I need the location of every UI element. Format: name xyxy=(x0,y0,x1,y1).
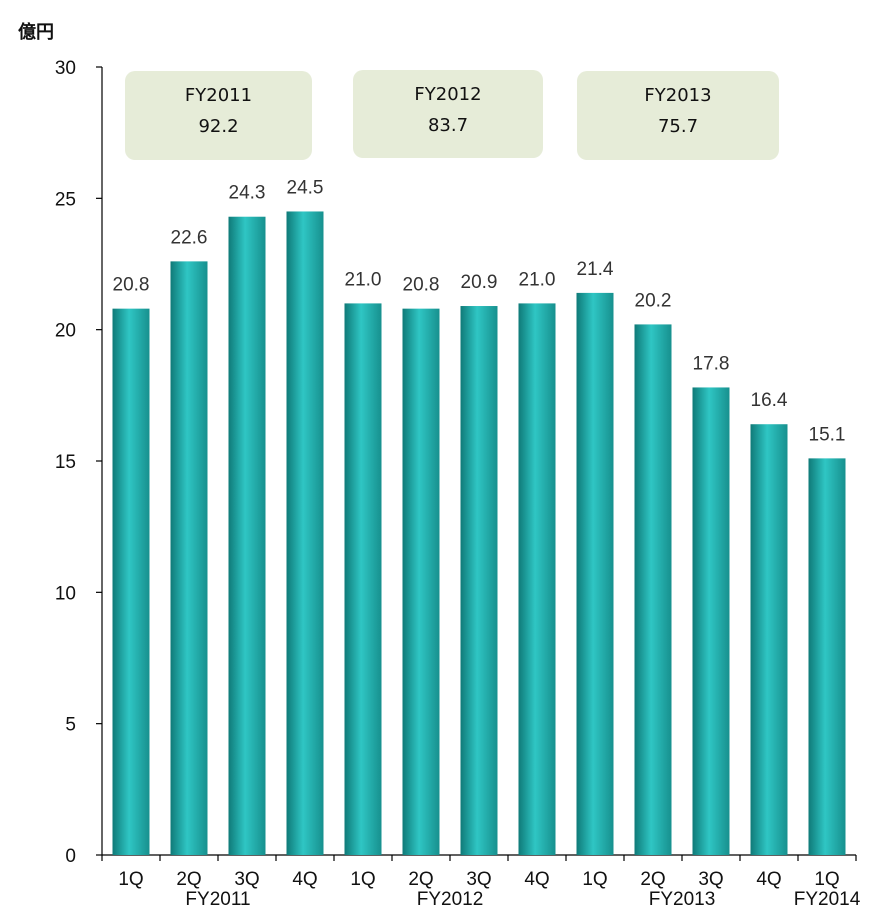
bar-value-label: 21.0 xyxy=(519,269,556,290)
x-category-label: 3Q xyxy=(698,869,723,890)
bar xyxy=(228,216,266,856)
x-category-label: 2Q xyxy=(176,869,201,890)
bar xyxy=(402,308,440,855)
y-tick-label: 10 xyxy=(55,583,76,604)
x-category-label: 4Q xyxy=(292,869,317,890)
x-category-label: 2Q xyxy=(408,869,433,890)
bar-value-label: 20.9 xyxy=(461,272,498,293)
annual-total-box-fy2011: FY2011 92.2 xyxy=(125,71,312,160)
bar-value-label: 24.5 xyxy=(287,177,324,198)
bar-value-label: 20.8 xyxy=(113,275,150,296)
bar xyxy=(576,292,614,856)
bar-value-label: 21.4 xyxy=(577,259,614,280)
bar-value-label: 21.0 xyxy=(345,269,382,290)
bar xyxy=(112,308,150,855)
x-category-label: 2Q xyxy=(640,869,665,890)
y-tick-label: 5 xyxy=(65,715,76,736)
annual-total-box-fy2013: FY2013 75.7 xyxy=(577,71,779,160)
annual-total-label: FY2011 xyxy=(184,85,253,106)
x-group-label: FY2013 xyxy=(649,889,716,910)
bar xyxy=(518,303,556,855)
annual-total-label: FY2012 xyxy=(414,84,482,105)
bar-value-label: 22.6 xyxy=(171,227,208,248)
bar xyxy=(692,387,730,855)
x-category-label: 1Q xyxy=(118,869,143,890)
bar xyxy=(286,211,324,855)
labels: 0 5 10 15 20 25 30 20.8 1Q 22.6 2Q 24.3 3Q 24.5 4Q 21.0… xyxy=(55,58,861,910)
annual-total-value: 83.7 xyxy=(427,115,469,136)
x-category-label: 3Q xyxy=(466,869,491,890)
bar xyxy=(634,324,672,855)
y-tick-label: 20 xyxy=(55,321,76,342)
y-axis-unit-label: 億円 xyxy=(18,22,54,43)
bar-value-label: 16.4 xyxy=(751,390,788,411)
y-tick-label: 25 xyxy=(55,189,76,210)
x-category-label: 1Q xyxy=(350,869,375,890)
bar-value-label: 15.1 xyxy=(809,424,846,445)
x-group-label: FY2012 xyxy=(417,889,484,910)
annual-total-value: 75.7 xyxy=(657,116,699,137)
x-category-label: 4Q xyxy=(524,869,549,890)
bar-value-label: 20.2 xyxy=(635,290,672,311)
x-group-label: FY2014 xyxy=(794,889,861,910)
x-category-label: 1Q xyxy=(814,869,839,890)
x-category-label: 4Q xyxy=(756,869,781,890)
y-tick-label: 30 xyxy=(55,58,76,79)
x-category-label: 1Q xyxy=(582,869,607,890)
bars xyxy=(112,211,846,856)
x-category-label: 3Q xyxy=(234,869,259,890)
bar-value-label: 20.8 xyxy=(403,275,440,296)
annual-total-value: 92.2 xyxy=(198,116,239,137)
annual-total-box-fy2012: FY2012 83.7 xyxy=(353,70,543,158)
x-group-label: FY2011 xyxy=(185,889,250,910)
bar xyxy=(750,424,788,855)
bar xyxy=(170,261,208,856)
annual-total-label: FY2013 xyxy=(644,85,712,106)
bar-value-label: 17.8 xyxy=(693,353,730,374)
bar xyxy=(808,458,846,855)
y-tick-label: 15 xyxy=(55,452,76,473)
y-tick-label: 0 xyxy=(65,846,76,867)
bar xyxy=(344,303,382,855)
bar-value-label: 24.3 xyxy=(229,183,266,204)
bar xyxy=(460,306,498,855)
